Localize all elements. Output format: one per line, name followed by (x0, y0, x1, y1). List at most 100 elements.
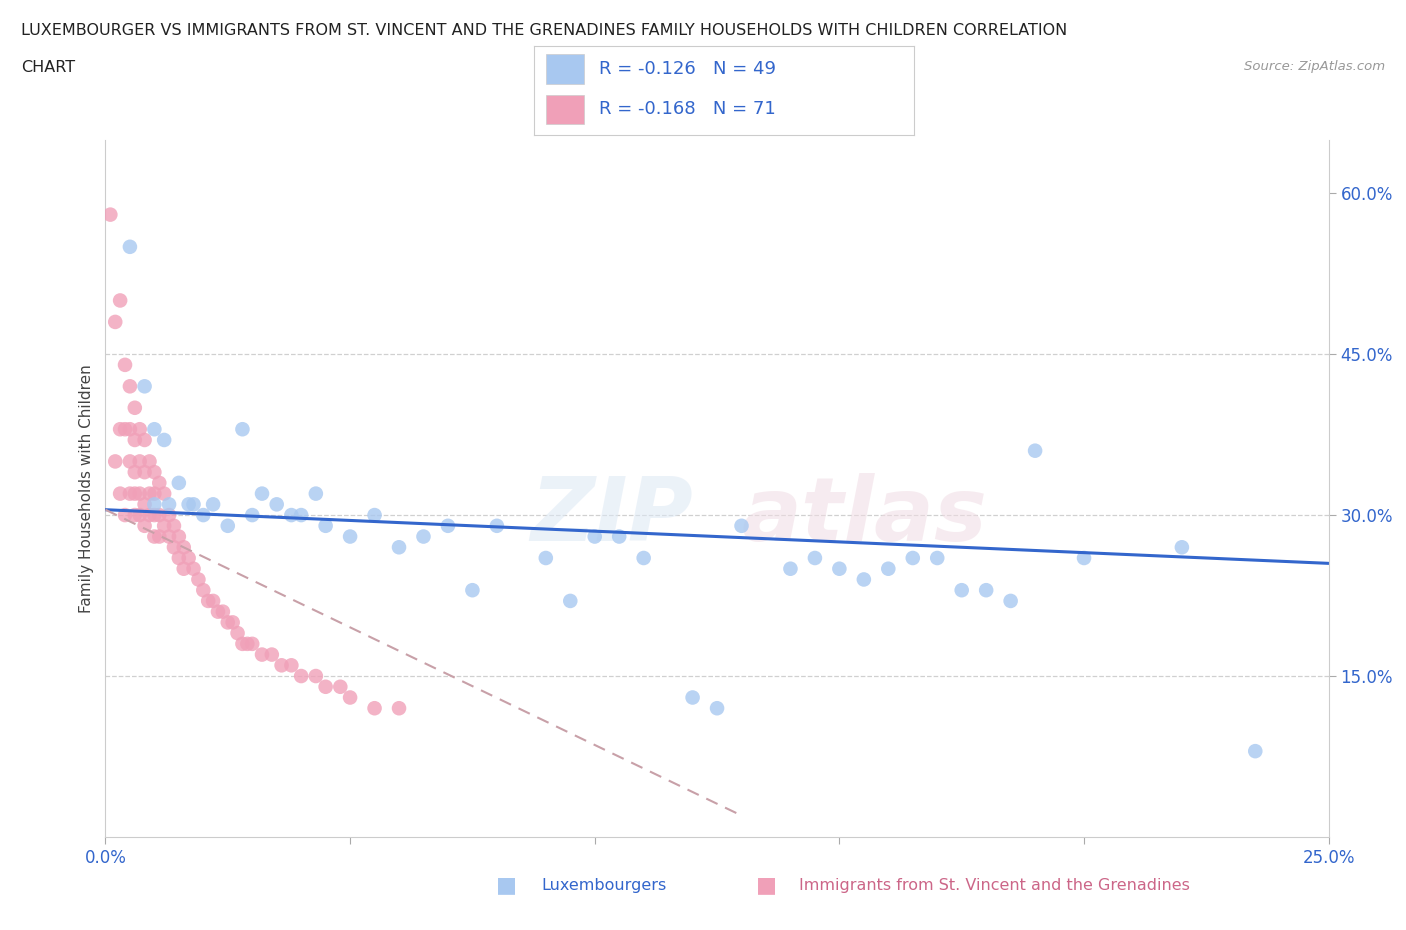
Point (250, 647, 273, 662)
Text: Source: ZipAtlas.com: Source: ZipAtlas.com (1244, 60, 1385, 73)
Point (104, 454, 127, 469)
Point (163, 539, 186, 554)
Point (280, 658, 302, 672)
Point (138, 454, 160, 469)
Point (143, 529, 166, 544)
Point (217, 615, 239, 630)
Point (437, 518, 460, 533)
Point (153, 518, 176, 533)
Point (167, 475, 190, 490)
Point (974, 583, 997, 598)
FancyBboxPatch shape (546, 95, 583, 125)
Point (118, 486, 141, 501)
Point (153, 432, 176, 447)
Point (143, 508, 166, 523)
Point (270, 658, 292, 672)
Point (388, 701, 411, 716)
Point (852, 572, 875, 587)
Point (183, 497, 205, 512)
Point (927, 551, 949, 565)
Y-axis label: Family Households with Children: Family Households with Children (79, 364, 94, 613)
Point (950, 583, 973, 598)
Point (128, 486, 150, 501)
Point (315, 518, 337, 533)
Point (138, 508, 160, 523)
Point (583, 529, 606, 544)
Point (339, 529, 361, 544)
Point (143, 497, 166, 512)
Point (202, 593, 225, 608)
Point (305, 669, 328, 684)
Point (240, 508, 263, 523)
Point (118, 239, 141, 254)
Point (212, 604, 235, 619)
Point (114, 357, 136, 372)
Point (108, 422, 131, 437)
Point (315, 679, 337, 694)
Point (148, 508, 170, 523)
Point (280, 508, 302, 523)
Point (143, 486, 166, 501)
Point (236, 636, 259, 651)
Point (461, 583, 484, 598)
Point (290, 508, 312, 523)
Point (134, 432, 156, 447)
Text: CHART: CHART (21, 60, 75, 75)
Point (118, 422, 141, 437)
Point (1000, 593, 1022, 608)
Point (124, 432, 146, 447)
Point (124, 400, 146, 415)
Point (114, 422, 136, 437)
Point (329, 679, 352, 694)
Text: LUXEMBOURGER VS IMMIGRANTS FROM ST. VINCENT AND THE GRENADINES FAMILY HOUSEHOLDS: LUXEMBOURGER VS IMMIGRANTS FROM ST. VINC… (21, 23, 1067, 38)
Point (177, 497, 200, 512)
Point (134, 465, 156, 480)
Point (173, 562, 195, 577)
Point (118, 379, 141, 393)
Point (231, 422, 253, 437)
Point (363, 701, 385, 716)
Point (104, 314, 127, 329)
Point (124, 508, 146, 523)
Point (202, 497, 225, 512)
Point (633, 551, 655, 565)
Point (260, 647, 283, 662)
Point (143, 465, 166, 480)
Point (167, 529, 190, 544)
Point (157, 497, 180, 512)
Point (148, 529, 170, 544)
Point (128, 508, 150, 523)
Point (828, 562, 851, 577)
Text: Immigrants from St. Vincent and the Grenadines: Immigrants from St. Vincent and the Gren… (799, 878, 1189, 893)
Text: R = -0.168   N = 71: R = -0.168 N = 71 (599, 100, 776, 118)
Point (290, 669, 312, 684)
Point (250, 486, 273, 501)
Point (1244, 744, 1267, 759)
Point (124, 486, 146, 501)
Point (607, 529, 630, 544)
Point (1024, 444, 1046, 458)
Point (804, 551, 827, 565)
Point (412, 529, 434, 544)
Point (193, 583, 215, 598)
Point (266, 497, 288, 512)
Point (167, 551, 190, 565)
Point (98, 207, 121, 222)
Point (207, 604, 229, 619)
Point (177, 551, 200, 565)
Point (157, 508, 180, 523)
Point (560, 593, 582, 608)
Point (118, 454, 141, 469)
Point (134, 379, 156, 393)
Point (114, 508, 136, 523)
Point (108, 486, 131, 501)
Text: atlas: atlas (741, 472, 987, 560)
Text: ■: ■ (756, 875, 776, 896)
Point (240, 636, 263, 651)
Point (138, 486, 160, 501)
Point (305, 486, 328, 501)
FancyBboxPatch shape (546, 55, 583, 84)
Point (134, 497, 156, 512)
Point (363, 508, 385, 523)
Point (157, 529, 180, 544)
